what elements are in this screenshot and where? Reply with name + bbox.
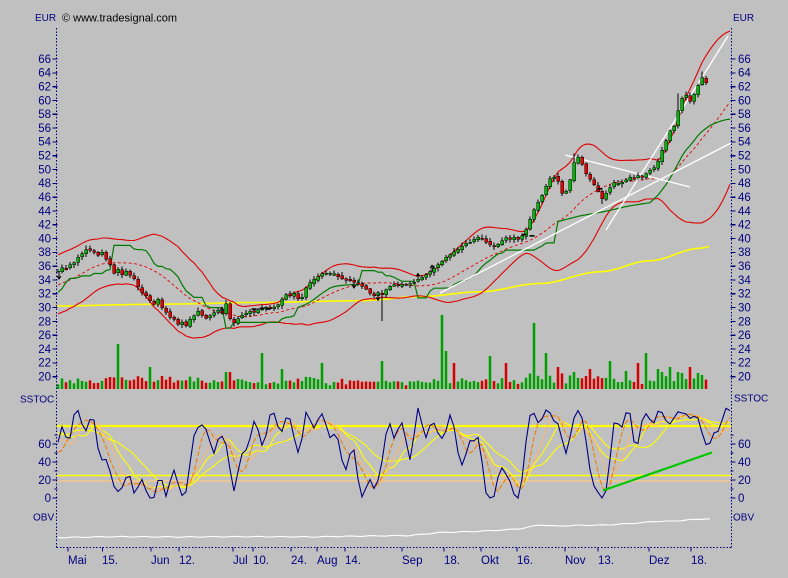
svg-text:40: 40 <box>738 233 751 245</box>
svg-text:40: 40 <box>38 457 51 469</box>
svg-text:54: 54 <box>38 137 51 149</box>
svg-text:10.: 10. <box>253 555 269 567</box>
svg-text:20: 20 <box>738 372 751 384</box>
svg-text:30: 30 <box>38 302 51 314</box>
svg-text:38: 38 <box>38 247 51 259</box>
svg-text:66: 66 <box>38 54 51 66</box>
svg-text:36: 36 <box>738 261 751 273</box>
svg-text:20: 20 <box>38 475 51 487</box>
svg-text:64: 64 <box>38 68 51 80</box>
svg-text:24: 24 <box>38 344 51 356</box>
svg-text:OBV: OBV <box>733 513 754 524</box>
svg-text:60: 60 <box>738 95 751 107</box>
svg-text:© www.tradesignal.com: © www.tradesignal.com <box>62 13 177 25</box>
svg-text:46: 46 <box>738 192 751 204</box>
svg-text:0: 0 <box>738 493 744 505</box>
svg-text:SSTOC: SSTOC <box>20 395 54 406</box>
svg-text:52: 52 <box>38 151 51 163</box>
svg-text:18.: 18. <box>691 555 707 567</box>
svg-text:EUR: EUR <box>35 13 56 24</box>
svg-text:OBV: OBV <box>33 513 54 524</box>
svg-text:24.: 24. <box>291 555 307 567</box>
svg-text:20: 20 <box>738 475 751 487</box>
svg-text:58: 58 <box>38 109 51 121</box>
svg-text:48: 48 <box>38 178 51 190</box>
svg-text:Jun: Jun <box>151 555 170 567</box>
svg-text:13.: 13. <box>598 555 614 567</box>
svg-text:22: 22 <box>38 358 51 370</box>
svg-text:44: 44 <box>738 206 751 218</box>
svg-text:34: 34 <box>38 275 51 287</box>
svg-text:Okt: Okt <box>481 555 500 567</box>
svg-text:50: 50 <box>738 164 751 176</box>
svg-text:34: 34 <box>738 275 751 287</box>
svg-text:24: 24 <box>738 344 751 356</box>
svg-text:48: 48 <box>738 178 751 190</box>
svg-text:SSTOC: SSTOC <box>734 394 768 405</box>
svg-text:26: 26 <box>738 330 751 342</box>
svg-text:28: 28 <box>738 316 751 328</box>
svg-text:60: 60 <box>738 439 751 451</box>
svg-text:50: 50 <box>38 164 51 176</box>
svg-text:40: 40 <box>738 457 751 469</box>
svg-text:36: 36 <box>38 261 51 273</box>
svg-text:26: 26 <box>38 330 51 342</box>
svg-text:Nov: Nov <box>565 555 586 567</box>
svg-text:60: 60 <box>38 439 51 451</box>
svg-text:18.: 18. <box>444 555 460 567</box>
svg-text:46: 46 <box>38 192 51 204</box>
svg-text:38: 38 <box>738 247 751 259</box>
svg-text:0: 0 <box>45 493 51 505</box>
svg-text:42: 42 <box>738 220 751 232</box>
svg-text:42: 42 <box>38 220 51 232</box>
svg-text:28: 28 <box>38 316 51 328</box>
svg-text:54: 54 <box>738 137 751 149</box>
svg-text:52: 52 <box>738 151 751 163</box>
svg-text:Dez: Dez <box>649 555 670 567</box>
svg-text:56: 56 <box>38 123 51 135</box>
svg-text:16.: 16. <box>517 555 533 567</box>
svg-text:22: 22 <box>738 358 751 370</box>
svg-text:Aug: Aug <box>317 555 337 567</box>
svg-text:14.: 14. <box>345 555 361 567</box>
svg-text:58: 58 <box>738 109 751 121</box>
svg-text:12.: 12. <box>179 555 195 567</box>
svg-text:Jul: Jul <box>233 555 248 567</box>
svg-text:20: 20 <box>38 372 51 384</box>
svg-text:64: 64 <box>738 68 751 80</box>
svg-text:44: 44 <box>38 206 51 218</box>
svg-text:32: 32 <box>38 289 51 301</box>
svg-text:66: 66 <box>738 54 751 66</box>
svg-text:62: 62 <box>738 82 751 94</box>
svg-text:32: 32 <box>738 289 751 301</box>
svg-text:60: 60 <box>38 95 51 107</box>
svg-text:62: 62 <box>38 82 51 94</box>
svg-text:Mai: Mai <box>68 555 87 567</box>
svg-text:30: 30 <box>738 302 751 314</box>
svg-text:40: 40 <box>38 233 51 245</box>
svg-text:56: 56 <box>738 123 751 135</box>
svg-text:EUR: EUR <box>733 13 754 24</box>
svg-text:Sep: Sep <box>402 555 422 567</box>
svg-text:15.: 15. <box>102 555 118 567</box>
